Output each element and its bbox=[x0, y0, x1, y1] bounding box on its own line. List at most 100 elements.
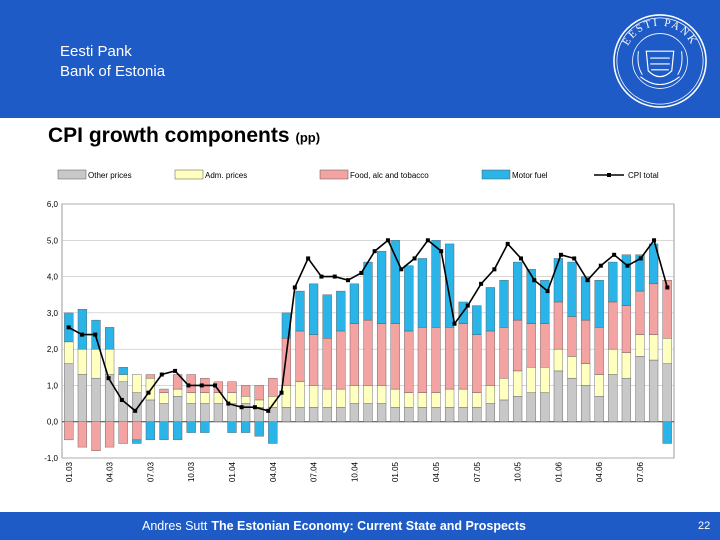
cpi-total-point bbox=[519, 256, 523, 261]
x-tick-label: 07.05 bbox=[473, 461, 482, 482]
bar-motor bbox=[295, 290, 305, 332]
bar-motor bbox=[404, 265, 414, 332]
bar-food bbox=[662, 279, 672, 339]
bar-motor bbox=[281, 312, 292, 339]
cpi-total-point bbox=[505, 241, 510, 246]
bar-motor bbox=[594, 279, 604, 328]
bar-other bbox=[458, 406, 468, 422]
bar-adm bbox=[662, 338, 672, 364]
bar-food bbox=[254, 385, 264, 401]
x-tick-label: 04.04 bbox=[269, 461, 278, 482]
bar-motor bbox=[431, 240, 441, 328]
bar-food bbox=[91, 421, 101, 451]
cpi-total-point bbox=[665, 285, 670, 290]
bar-adm bbox=[580, 363, 591, 386]
bar-food bbox=[349, 323, 360, 386]
bar-other bbox=[227, 403, 237, 422]
bar-motor bbox=[172, 421, 183, 441]
bar-other bbox=[336, 406, 346, 422]
bar-motor bbox=[444, 243, 455, 328]
bar-other bbox=[580, 385, 591, 422]
bar-other bbox=[444, 406, 455, 422]
legend-label-adm: Adm. prices bbox=[205, 171, 247, 180]
bank-seal-logo: EESTI PANK bbox=[613, 14, 707, 108]
cpi-total-point bbox=[572, 256, 577, 261]
cpi-total-point bbox=[452, 321, 457, 326]
bar-adm bbox=[431, 392, 441, 408]
y-tick-label: 1,0 bbox=[47, 381, 59, 390]
bar-adm bbox=[240, 396, 251, 404]
bar-motor bbox=[268, 421, 278, 444]
bar-food bbox=[553, 301, 564, 350]
cpi-total-point bbox=[226, 401, 231, 406]
cpi-total-point bbox=[332, 274, 337, 279]
bar-food bbox=[540, 323, 550, 368]
cpi-total-line-path bbox=[68, 238, 669, 412]
bar-food bbox=[417, 327, 428, 393]
bar-motor bbox=[145, 421, 156, 441]
bar-adm bbox=[648, 334, 659, 361]
cpi-total-point bbox=[79, 332, 84, 337]
bar-other bbox=[404, 406, 414, 422]
bar-food bbox=[485, 330, 496, 386]
bar-adm bbox=[349, 385, 360, 404]
bar-other bbox=[390, 406, 400, 422]
bar-motor bbox=[363, 261, 373, 321]
bar-adm bbox=[608, 348, 618, 375]
bar-food bbox=[132, 421, 142, 441]
x-tick-label: 10.04 bbox=[350, 461, 359, 482]
bar-other bbox=[417, 406, 428, 422]
bar-motor bbox=[512, 261, 523, 321]
cpi-total-point bbox=[346, 278, 351, 283]
bar-motor bbox=[417, 258, 428, 328]
x-tick-label: 04.05 bbox=[432, 461, 441, 482]
bar-adm bbox=[594, 374, 604, 397]
bar-food bbox=[77, 421, 88, 448]
bar-adm bbox=[621, 352, 632, 379]
slide-title-unit: (pp) bbox=[295, 130, 321, 145]
cpi-total-point bbox=[372, 249, 377, 254]
bar-other bbox=[376, 403, 387, 422]
bar-food bbox=[240, 385, 251, 397]
seal-text: EESTI PANK bbox=[620, 17, 698, 48]
cpi-total-point bbox=[532, 278, 537, 283]
bar-other bbox=[499, 399, 509, 422]
cpi-total-point bbox=[359, 270, 364, 275]
y-tick-label: 0,0 bbox=[47, 418, 59, 427]
bar-adm bbox=[417, 392, 428, 408]
bar-other bbox=[213, 403, 224, 422]
bar-food bbox=[444, 327, 455, 390]
bar-other bbox=[553, 370, 564, 422]
bar-motor bbox=[526, 269, 536, 324]
bar-food bbox=[145, 374, 156, 379]
bar-food bbox=[512, 319, 523, 372]
bar-food bbox=[648, 283, 659, 335]
bar-other bbox=[322, 406, 332, 422]
bar-motor bbox=[608, 261, 618, 303]
cpi-components-chart: -1,0 0,0 1,0 2,0 3,0 4,0 5,0 6,0 01.03 04.03 07.0… bbox=[44, 169, 675, 482]
bar-adm bbox=[635, 334, 645, 357]
cpi-total-point bbox=[585, 278, 590, 283]
footer-talk-title: The Estonian Economy: Current State and … bbox=[211, 519, 526, 533]
x-tick-label: 01.04 bbox=[228, 461, 237, 482]
bar-adm bbox=[91, 348, 101, 379]
bar-motor bbox=[159, 421, 169, 441]
bar-adm bbox=[376, 385, 387, 404]
bar-other bbox=[567, 377, 577, 422]
bar-motor bbox=[322, 294, 332, 339]
x-tick-label: 04.06 bbox=[595, 461, 604, 482]
bar-food bbox=[118, 421, 128, 444]
cpi-total-point bbox=[66, 325, 71, 330]
bar-other bbox=[159, 403, 169, 422]
cpi-total-point bbox=[292, 285, 297, 290]
cpi-total-point bbox=[439, 249, 444, 254]
bar-other bbox=[145, 399, 156, 422]
bar-other bbox=[281, 406, 292, 422]
cpi-total-point bbox=[479, 281, 484, 286]
bar-food bbox=[580, 319, 591, 364]
bar-other bbox=[186, 403, 196, 422]
cpi-total-point bbox=[146, 390, 151, 395]
bar-other bbox=[363, 403, 373, 422]
bar-motor bbox=[104, 327, 115, 350]
bar-food bbox=[431, 327, 441, 393]
